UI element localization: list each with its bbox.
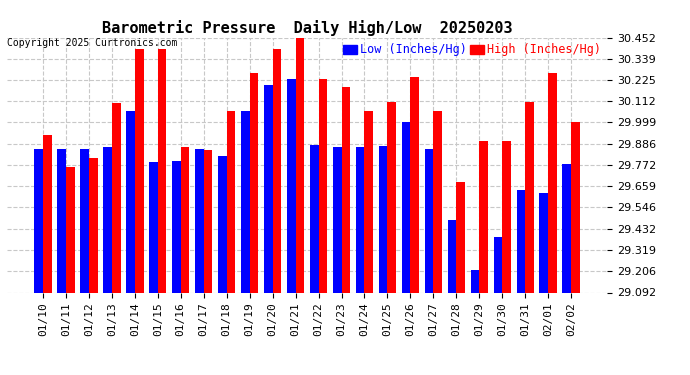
Bar xyxy=(388,102,396,292)
Bar xyxy=(342,87,351,292)
Bar xyxy=(471,270,480,292)
Bar xyxy=(250,74,258,292)
Bar xyxy=(364,111,373,292)
Bar xyxy=(57,148,66,292)
Bar xyxy=(43,135,52,292)
Bar xyxy=(517,190,525,292)
Bar xyxy=(411,77,419,292)
Bar xyxy=(34,148,43,292)
Bar xyxy=(80,149,89,292)
Legend: Low (Inches/Hg), High (Inches/Hg): Low (Inches/Hg), High (Inches/Hg) xyxy=(343,44,601,56)
Bar xyxy=(562,165,571,292)
Title: Barometric Pressure  Daily High/Low  20250203: Barometric Pressure Daily High/Low 20250… xyxy=(101,20,513,36)
Bar xyxy=(333,147,342,292)
Bar xyxy=(204,150,213,292)
Bar xyxy=(525,102,534,292)
Bar xyxy=(287,79,295,292)
Text: Copyright 2025 Curtronics.com: Copyright 2025 Curtronics.com xyxy=(7,38,177,48)
Bar xyxy=(379,146,388,292)
Bar xyxy=(480,141,488,292)
Bar xyxy=(456,182,465,292)
Bar xyxy=(540,194,549,292)
Bar xyxy=(319,79,327,292)
Bar xyxy=(195,149,204,292)
Bar xyxy=(218,156,226,292)
Bar xyxy=(356,147,364,292)
Bar xyxy=(264,85,273,292)
Bar xyxy=(226,111,235,292)
Bar xyxy=(273,49,282,292)
Bar xyxy=(103,147,112,292)
Bar xyxy=(502,141,511,292)
Bar xyxy=(493,237,502,292)
Bar xyxy=(433,111,442,292)
Bar xyxy=(295,38,304,292)
Bar xyxy=(181,147,190,292)
Bar xyxy=(310,145,319,292)
Bar xyxy=(241,111,250,292)
Bar xyxy=(112,104,121,292)
Bar xyxy=(66,167,75,292)
Bar xyxy=(135,49,144,292)
Bar xyxy=(549,74,557,292)
Bar xyxy=(402,123,411,292)
Bar xyxy=(448,220,456,292)
Bar xyxy=(126,111,135,292)
Bar xyxy=(172,160,181,292)
Bar xyxy=(424,149,433,292)
Bar xyxy=(149,162,158,292)
Bar xyxy=(89,158,97,292)
Bar xyxy=(571,123,580,292)
Bar xyxy=(158,49,166,292)
